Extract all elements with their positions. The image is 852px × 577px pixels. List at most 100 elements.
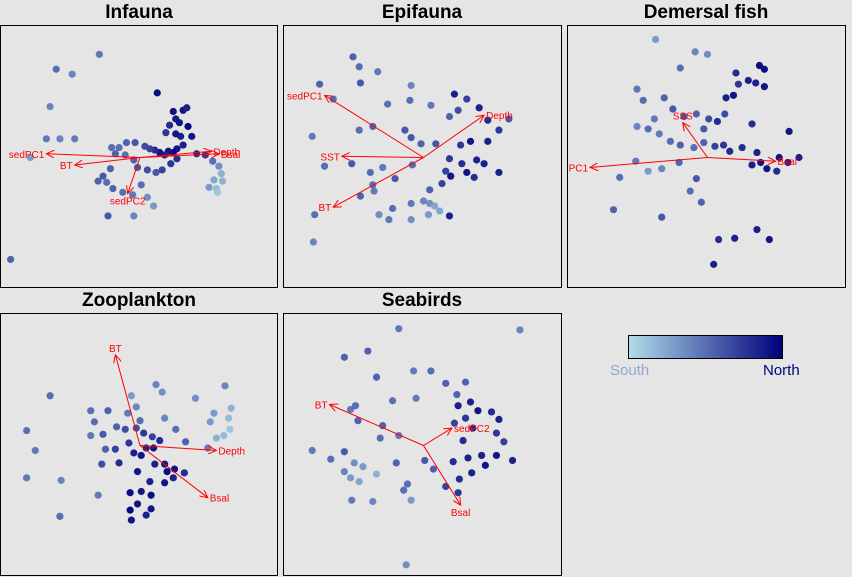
- epifauna-point-34: [458, 160, 466, 168]
- demersal-fish-point-14: [639, 96, 647, 104]
- zooplankton-point-43: [133, 500, 142, 508]
- demersal-fish-point-41: [773, 167, 781, 175]
- epifauna-point-39: [495, 168, 503, 177]
- panel-zooplankton: BT Depth Bsal: [0, 313, 278, 576]
- seabirds-point-10: [412, 394, 420, 402]
- infauna-point-31: [115, 143, 123, 152]
- zooplankton-point-32: [158, 388, 166, 396]
- seabirds-point-20: [492, 429, 501, 437]
- infauna-point-4: [42, 135, 50, 143]
- demersal-fish-point-20: [700, 125, 708, 133]
- seabirds-point-37: [372, 470, 381, 478]
- zooplankton-point-1: [87, 431, 95, 440]
- demersal-fish-point-5: [760, 65, 768, 73]
- demersal-fish-point-38: [748, 161, 756, 169]
- infauna-point-28: [141, 142, 149, 150]
- epifauna-point-7: [384, 100, 392, 108]
- infauna-vector-label-sedpc2: sedPC2: [110, 197, 146, 208]
- infauna-point-51: [205, 183, 213, 191]
- demersal-fish-point-13: [633, 85, 641, 93]
- seabirds-point-31: [308, 446, 316, 455]
- zooplankton-point-15: [111, 445, 119, 453]
- demersal-fish-point-50: [692, 175, 700, 183]
- seabirds-point-45: [508, 456, 517, 465]
- zooplankton-point-51: [172, 425, 180, 433]
- infauna-vector-sedpc2: [128, 157, 141, 194]
- infauna-point-55: [103, 178, 111, 186]
- demersal-fish-point-48: [658, 165, 666, 173]
- infauna-point-45: [215, 162, 223, 170]
- infauna-point-0: [95, 50, 103, 58]
- demersal-fish-point-54: [609, 206, 618, 214]
- zooplankton-point-28: [124, 409, 132, 417]
- epifauna-point-29: [348, 160, 356, 168]
- seabirds-point-52: [369, 497, 377, 506]
- demersal-fish-vector-label-bsal: Bsal: [778, 157, 797, 168]
- infauna-point-19: [162, 129, 170, 137]
- seabirds-point-14: [474, 407, 482, 415]
- seabirds-point-48: [455, 475, 463, 483]
- demersal-fish-point-43: [785, 127, 793, 135]
- epifauna-point-10: [450, 90, 459, 98]
- seabirds-point-43: [478, 451, 486, 460]
- epifauna-point-2: [374, 68, 382, 76]
- seabirds-point-54: [403, 480, 412, 488]
- seabirds-point-38: [392, 459, 400, 467]
- title-demersal-fish: Demersal fish: [643, 2, 769, 23]
- zooplankton-point-22: [149, 444, 158, 452]
- zooplankton-point-50: [180, 469, 188, 477]
- seabirds-point-32: [350, 459, 358, 467]
- zooplankton-point-31: [152, 381, 160, 389]
- zooplankton-point-42: [126, 489, 134, 497]
- infauna-point-34: [121, 151, 129, 159]
- infauna-point-3: [46, 102, 54, 111]
- seabirds-point-44: [492, 451, 501, 460]
- epifauna-point-16: [495, 126, 503, 134]
- seabirds-point-30: [327, 455, 335, 463]
- seabirds-point-9: [388, 397, 397, 405]
- demersal-fish-point-47: [644, 167, 652, 175]
- epifauna-point-50: [431, 202, 439, 210]
- infauna-point-47: [210, 176, 218, 184]
- zooplankton-point-2: [23, 426, 31, 435]
- infauna-point-11: [183, 104, 191, 112]
- infauna-point-14: [184, 122, 192, 131]
- zooplankton-point-40: [147, 491, 155, 499]
- epifauna-point-23: [401, 126, 409, 134]
- zooplankton-vector-bsal: [139, 445, 208, 498]
- infauna-point-6: [71, 135, 79, 143]
- panel-demersal-fish: SSS sedPC1 Bsal: [567, 25, 846, 288]
- infauna-point-5: [56, 135, 64, 143]
- demersal-fish-point-53: [658, 213, 666, 221]
- infauna-point-7: [26, 153, 34, 162]
- demersal-fish-point-30: [700, 138, 708, 147]
- seabirds-vector-label-sedpc2: sedPC2: [454, 424, 490, 435]
- infauna-point-44: [209, 157, 217, 165]
- infauna-point-59: [137, 181, 145, 189]
- demersal-fish-vector-label-sss: SSS: [673, 112, 693, 123]
- demersal-fish-point-23: [650, 115, 658, 123]
- infauna-point-15: [188, 132, 196, 140]
- zooplankton-point-4: [23, 474, 31, 482]
- epifauna-vector-label-depth: Depth: [486, 111, 513, 122]
- epifauna-point-57: [407, 199, 415, 208]
- demersal-fish-point-10: [760, 83, 768, 91]
- demersal-fish-point-11: [729, 91, 738, 99]
- zooplankton-point-59: [227, 404, 235, 412]
- panel-epifauna: sedPC1 SST BT Depth: [283, 25, 562, 288]
- epifauna-vector-label-bt: BT: [318, 203, 331, 214]
- infauna-point-39: [158, 166, 166, 174]
- seabirds-point-17: [461, 414, 470, 422]
- epifauna-vector-depth: [423, 115, 485, 158]
- zooplankton-point-37: [151, 460, 159, 468]
- infauna-vector-label-bt: BT: [60, 161, 73, 172]
- demersal-fish-point-4: [755, 61, 764, 70]
- zooplankton-point-27: [136, 417, 144, 425]
- epifauna-point-27: [308, 132, 316, 140]
- infauna-point-37: [143, 166, 151, 174]
- demersal-fish-point-35: [753, 148, 761, 157]
- seabirds-point-3: [340, 353, 348, 361]
- demersal-fish-point-39: [775, 153, 783, 162]
- demersal-fish-point-55: [753, 225, 761, 234]
